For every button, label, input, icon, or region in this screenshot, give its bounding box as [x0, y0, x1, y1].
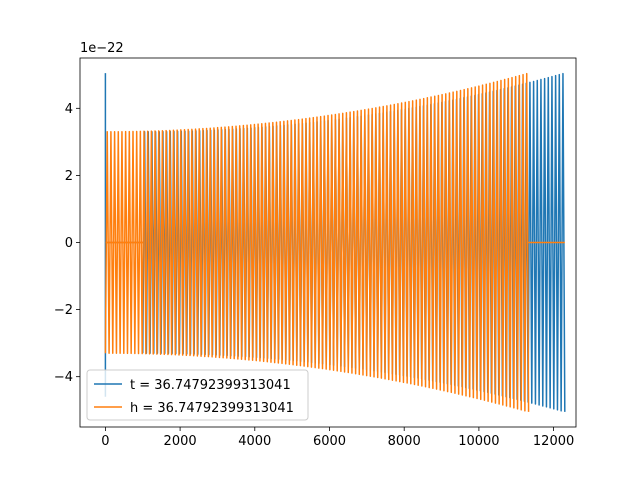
- x-tick-label: 2000: [164, 434, 197, 449]
- x-tick-label: 12000: [533, 434, 574, 449]
- x-tick-label: 4000: [238, 434, 271, 449]
- x-tick-label: 0: [101, 434, 109, 449]
- series-h-line: [104, 72, 530, 412]
- series-layer: [104, 72, 566, 412]
- y-tick-label: −2: [54, 303, 73, 318]
- y-tick-label: −4: [54, 370, 73, 385]
- legend: t = 36.74792399313041 h = 36.74792399313…: [86, 369, 309, 421]
- y-offset-label: 1e−22: [80, 41, 124, 56]
- y-tick-label: 0: [65, 236, 73, 251]
- y-axis: −4 −2 0 2 4: [54, 102, 80, 385]
- series-h: [104, 72, 565, 412]
- x-tick-label: 6000: [313, 434, 346, 449]
- y-tick-label: 2: [65, 169, 73, 184]
- x-axis: 0 2000 4000 6000 8000 10000 12000: [101, 427, 574, 449]
- legend-label-t: t = 36.74792399313041: [130, 378, 291, 393]
- x-tick-label: 10000: [458, 434, 499, 449]
- x-tick-label: 8000: [388, 434, 421, 449]
- legend-box: [86, 369, 309, 421]
- y-tick-label: 4: [65, 102, 73, 117]
- legend-label-h: h = 36.74792399313041: [130, 401, 294, 416]
